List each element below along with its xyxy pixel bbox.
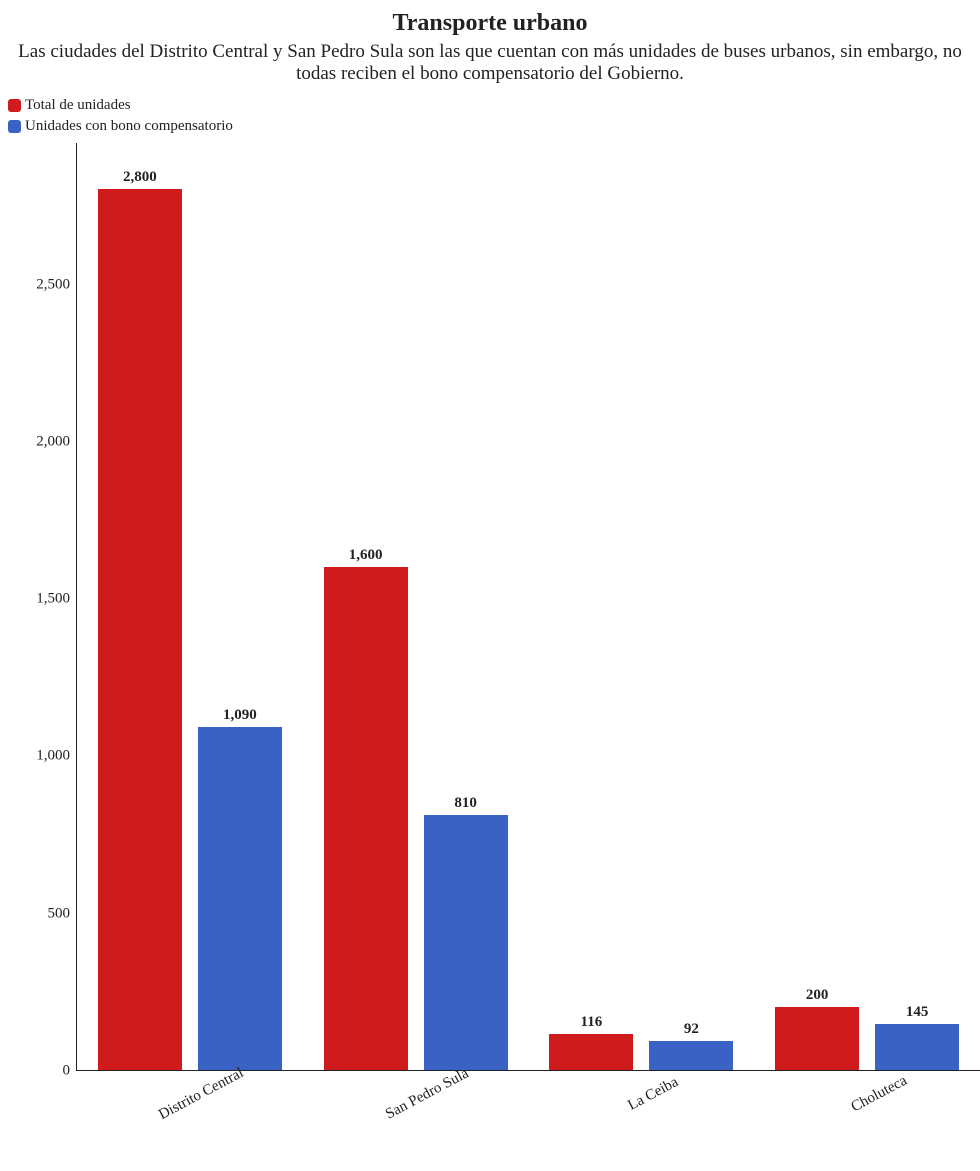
plot-area: 05001,0001,5002,0002,500 2,8001,0901,600… [0,143,980,1071]
bar: 2,800 [98,189,182,1070]
legend-swatch-icon [8,120,21,133]
bar-value-label: 145 [858,1004,976,1021]
legend-item: Unidades con bono compensatorio [8,116,972,137]
y-axis: 05001,0001,5002,0002,500 [0,143,76,1071]
x-axis-labels: Distrito CentralSan Pedro SulaLa CeibaCh… [76,1071,980,1106]
y-tick-label: 2,500 [6,276,76,293]
bar-value-label: 200 [758,987,876,1004]
bar: 1,090 [198,727,282,1070]
bar-value-label: 2,800 [81,169,199,186]
y-tick-label: 1,500 [6,591,76,608]
legend-swatch-icon [8,99,21,112]
bars-container: 2,8001,0901,60081011692200145 [77,143,980,1070]
plot: 2,8001,0901,60081011692200145 [76,143,980,1071]
chart-title: Transporte urbano [0,10,980,37]
legend: Total de unidades Unidades con bono comp… [0,93,980,143]
y-tick-label: 500 [6,905,76,922]
legend-label: Total de unidades [25,95,131,116]
y-tick-label: 0 [6,1063,76,1080]
bar: 200 [775,1007,859,1070]
bar-group: 2,8001,090 [77,143,303,1070]
bar-group: 1,600810 [303,143,529,1070]
chart-subtitle: Las ciudades del Distrito Central y San … [0,41,980,85]
bar-value-label: 1,090 [181,707,299,724]
bar-group: 200145 [754,143,980,1070]
bar: 1,600 [324,567,408,1070]
legend-item: Total de unidades [8,95,972,116]
y-tick-label: 2,000 [6,433,76,450]
bar-value-label: 810 [407,795,525,812]
bar-value-label: 1,600 [307,547,425,564]
bar: 116 [549,1034,633,1070]
bar-group: 11692 [529,143,755,1070]
y-tick-label: 1,000 [6,748,76,765]
legend-label: Unidades con bono compensatorio [25,116,233,137]
